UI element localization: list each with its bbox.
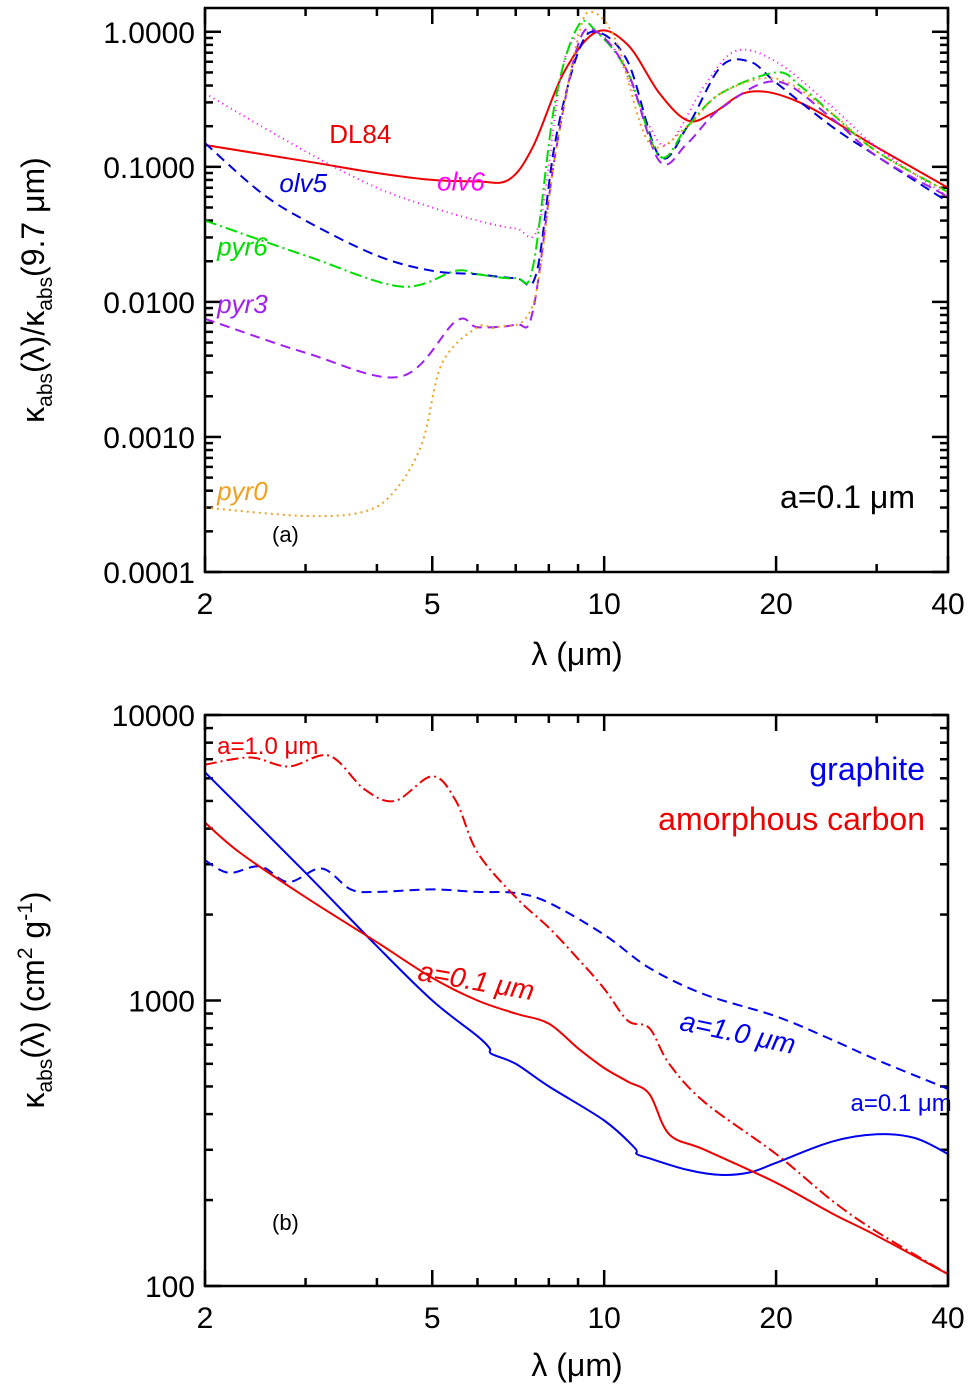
y-tick-label: 0.0010 [103,422,195,455]
panel-a-series [204,10,949,518]
x-tick-label: 5 [424,1302,441,1335]
panel-b-y-label-sub1: abs [34,1059,57,1093]
y-tick-label: 10000 [112,700,195,733]
panel-a-x-tick-labels: 2 5 10 20 40 [197,588,965,621]
series-label: pyr6 [216,232,268,262]
series-line [204,19,949,288]
panel-b-panel-label: (b) [272,1210,299,1235]
series-label: olv6 [437,166,485,196]
series-label: DL84 [329,119,391,149]
panel-b-y-label-sup2: -1 [14,902,37,921]
series-line [204,771,949,1176]
series-label: a=1.0 μm [677,1005,798,1060]
panel-a-plot-frame [203,6,950,574]
series-label: pyr3 [216,289,268,319]
x-tick-label: 40 [931,1302,964,1335]
panel-b-x-axis-label: λ (μm) [531,1347,622,1383]
series-label: a=0.1 μm [416,955,537,1006]
y-tick-label: 0.0100 [103,287,195,320]
series-label: pyr0 [216,476,268,506]
x-tick-label: 5 [424,588,441,621]
panel-a-series-labels: DL84 olv6 olv5 pyr6 pyr3 pyr0 [216,119,485,506]
panel-b-y-label-mid2: g [15,921,51,948]
y-tick-label: 0.0001 [103,557,195,590]
panel-a-x-axis-label: λ (μm) [531,636,622,672]
series-line [204,30,949,239]
series-line [204,754,949,1276]
y-tick-label: 1.0000 [103,17,195,50]
panel-a-y-label-sub1: abs [34,373,57,407]
panel-b-series-labels: a=0.1 μm a=1.0 μm a=0.1 μm a=1.0 μm [217,733,952,1117]
x-tick-label: 20 [759,588,792,621]
x-tick-label: 40 [931,588,964,621]
series-label: a=0.1 μm [851,1090,952,1117]
panel-b-y-label-sup1: 2 [14,947,37,959]
y-tick-label: 1000 [128,986,195,1019]
series-line [204,859,949,1090]
panel-b-y-label-kappa: κ [15,1092,51,1109]
panel-b-plot-frame [203,713,950,1288]
panel-b-legend-graphite: graphite [809,751,925,787]
panel-b-x-tick-labels: 2 5 10 20 40 [197,1302,965,1335]
panel-a: DL84 olv6 olv5 pyr6 pyr3 pyr0 2 5 10 20 40 0.0001… [15,6,965,672]
x-tick-label: 20 [759,1302,792,1335]
panel-a-panel-label: (a) [272,522,299,547]
series-line [204,30,949,287]
series-line [204,10,949,518]
x-tick-label: 2 [197,588,214,621]
panel-b: a=0.1 μm a=1.0 μm a=0.1 μm a=1.0 μm 2 5 10 20 4… [14,700,965,1383]
panel-b-y-label-end: ) [15,891,51,902]
panel-a-y-label-mid: (λ)/κ [15,310,51,373]
series-line [204,821,949,1276]
panel-a-y-tick-labels: 0.0001 0.0010 0.0100 0.1000 1.0000 [103,17,195,590]
x-tick-label: 10 [587,588,620,621]
panel-b-y-axis-label: κabs(λ) (cm2 g-1) [14,891,57,1108]
x-tick-label: 10 [587,1302,620,1335]
panel-b-y-label-mid: (λ) (cm [15,959,51,1059]
panel-b-y-tick-labels: 100 1000 10000 [112,700,195,1304]
panel-a-y-axis-label: κabs(λ)/κabs(9.7 μm) [15,157,57,423]
panel-b-series [204,754,949,1276]
panel-b-legend-amorphous-carbon: amorphous carbon [658,801,925,837]
panel-a-annotation: a=0.1 μm [780,479,915,515]
series-label: a=1.0 μm [217,733,318,760]
x-tick-label: 2 [197,1302,214,1335]
y-tick-label: 0.1000 [103,152,195,185]
y-tick-label: 100 [145,1271,195,1304]
panel-a-y-label-kappa: κ [15,406,51,423]
panel-a-y-label-sub2: abs [34,277,57,311]
series-label: olv5 [279,168,327,198]
series-line [204,27,949,379]
panel-a-y-label-end: (9.7 μm) [15,157,51,277]
